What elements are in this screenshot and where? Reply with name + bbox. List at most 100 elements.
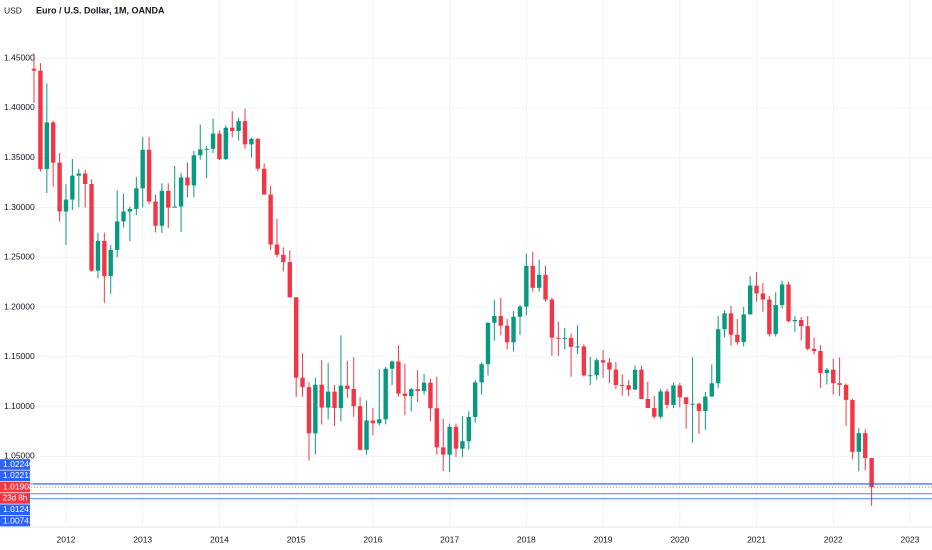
- candle-body: [50, 122, 56, 163]
- candle-body: [511, 316, 516, 343]
- candle-body: [377, 419, 382, 424]
- candle-body: [735, 334, 740, 343]
- x-tick-label: 2016: [363, 534, 382, 544]
- candle-body: [696, 403, 702, 412]
- x-tick-label: 2023: [901, 534, 920, 544]
- candle-body: [600, 360, 606, 363]
- candle-body: [453, 426, 459, 449]
- candle-body: [364, 420, 369, 450]
- candle-body: [811, 348, 817, 352]
- candle-body: [773, 305, 778, 335]
- candle-body: [492, 316, 497, 323]
- candle-body: [664, 391, 670, 405]
- candle-body: [236, 121, 241, 131]
- price-label: 1.02213: [3, 470, 34, 480]
- candle-body: [575, 346, 580, 348]
- candle-body: [293, 297, 299, 378]
- candle-body: [786, 284, 791, 322]
- candle-body: [421, 382, 427, 391]
- candle-body: [626, 385, 631, 390]
- candle-body: [562, 337, 567, 339]
- candle-body: [658, 391, 663, 417]
- price-label-box: [0, 459, 30, 470]
- x-tick-label: 2013: [133, 534, 152, 544]
- candle-body: [869, 458, 874, 488]
- price-label-box: [0, 515, 30, 527]
- candle-body: [779, 284, 785, 306]
- candle-body: [325, 391, 331, 408]
- candle-body: [57, 162, 62, 212]
- x-tick-label: 2017: [440, 534, 459, 544]
- y-tick-label: 1.40000: [4, 102, 35, 112]
- candle-body: [204, 148, 209, 150]
- candle-body: [588, 375, 593, 377]
- candle-body: [747, 285, 753, 315]
- candle-body: [677, 385, 682, 398]
- candle-body: [607, 362, 612, 370]
- candle-body: [223, 127, 229, 160]
- candle-body: [415, 389, 420, 391]
- candle-body: [645, 399, 651, 409]
- candle-body: [805, 326, 810, 349]
- candle-body: [38, 70, 43, 169]
- y-tick-label: 1.30000: [4, 202, 35, 212]
- candle-body: [217, 133, 222, 160]
- x-tick-label: 2019: [594, 534, 613, 544]
- price-label: 1.01241: [3, 504, 34, 514]
- candle-body: [230, 127, 235, 131]
- candle-body: [166, 190, 171, 208]
- y-tick-label: 1.25000: [4, 252, 35, 262]
- candle-body: [178, 177, 184, 207]
- price-label: 1.01908: [3, 481, 34, 491]
- candle-body: [153, 201, 158, 226]
- countdown-box: [0, 493, 30, 504]
- candle-body: [441, 447, 446, 455]
- candle-body: [351, 388, 356, 407]
- candle-body: [76, 173, 81, 176]
- price-label: 1.00741: [3, 515, 34, 525]
- y-tick-label: 1.05000: [4, 451, 35, 461]
- candle-body: [632, 369, 638, 390]
- candle-body: [89, 184, 94, 271]
- candle-body: [82, 173, 88, 185]
- x-tick-label: 2014: [210, 534, 229, 544]
- y-tick-label: 1.10000: [4, 401, 35, 411]
- candle-body: [159, 190, 165, 226]
- candle-body: [485, 322, 491, 365]
- candle-body: [370, 420, 376, 424]
- y-tick-label: 1.15000: [4, 351, 35, 361]
- candle-body: [536, 274, 542, 288]
- candle-body: [31, 68, 37, 71]
- x-tick-label: 2015: [287, 534, 306, 544]
- candle-body: [249, 138, 254, 145]
- candle-body: [568, 337, 574, 347]
- candle-body: [741, 314, 746, 343]
- candle-body: [728, 313, 734, 335]
- candle-body: [613, 369, 619, 385]
- price-label-box: [0, 504, 30, 516]
- candle-body: [863, 433, 868, 459]
- candle-body: [287, 262, 292, 298]
- candle-body: [185, 177, 190, 186]
- candle-body: [754, 285, 759, 294]
- candle-body: [460, 441, 465, 449]
- price-label: 1.02240: [3, 459, 34, 469]
- candle-body: [434, 408, 440, 448]
- candle-body: [837, 383, 842, 385]
- candle-body: [581, 346, 587, 376]
- candle-body: [140, 149, 145, 189]
- candle-body: [63, 199, 69, 212]
- candle-body: [671, 385, 676, 405]
- candle-body: [383, 368, 388, 420]
- candle-body: [134, 188, 139, 209]
- candle-body: [703, 396, 708, 412]
- candle-body: [690, 403, 695, 405]
- candle-body: [850, 399, 855, 452]
- candle-body: [715, 329, 721, 384]
- price-label-box: [0, 470, 30, 482]
- candle-body: [818, 351, 823, 373]
- candle-body: [172, 206, 177, 208]
- candle-body: [683, 397, 689, 404]
- candle-body: [639, 369, 644, 400]
